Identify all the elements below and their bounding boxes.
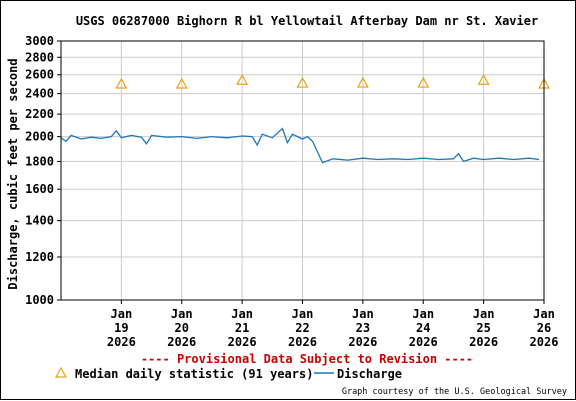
x-tick-label: 24: [416, 321, 430, 335]
plot-area-border: [60, 40, 545, 301]
x-tick-label: 2026: [167, 335, 196, 349]
legend-median-label: Median daily statistic (91 years): [75, 367, 313, 381]
x-tick-label: Jan: [352, 307, 374, 321]
x-tick-labels: Jan192026Jan202026Jan212026Jan222026Jan2…: [107, 300, 559, 349]
discharge-series-line: [60, 127, 540, 164]
x-tick-label: Jan: [292, 307, 314, 321]
legend-median-marker-icon: [54, 366, 68, 378]
chart-title: USGS 06287000 Bighorn R bl Yellowtail Af…: [76, 14, 538, 28]
y-axis-label: Discharge, cubic feet per second: [6, 58, 20, 289]
y-tick-label: 2600: [25, 68, 54, 82]
y-tick-label: 1800: [25, 154, 54, 168]
credit-text: Graph courtesy of the U.S. Geological Su…: [342, 387, 567, 397]
x-tick-label: 2026: [228, 335, 257, 349]
x-tick-label: Jan: [171, 307, 193, 321]
y-tick-label: 3000: [25, 34, 54, 48]
y-tick-label: 2800: [25, 50, 54, 64]
x-tick-label: Jan: [473, 307, 495, 321]
x-tick-label: Jan: [111, 307, 133, 321]
x-tick-label: 21: [235, 321, 249, 335]
median-marker: [417, 76, 430, 88]
x-tick-label: Jan: [533, 307, 555, 321]
x-tick-label: 2026: [469, 335, 498, 349]
median-marker: [296, 76, 309, 88]
median-marker: [115, 77, 128, 89]
y-tick-label: 2200: [25, 107, 54, 121]
median-marker: [236, 74, 249, 85]
y-tick-label: 1200: [25, 250, 54, 264]
x-tick-label: 19: [114, 321, 128, 335]
x-tick-label: 23: [356, 321, 370, 335]
y-tick-labels: 1000 1200 1400 1600 1800 2000 2200 2400 2600 2800…: [25, 34, 61, 307]
series-layer: [60, 74, 551, 164]
grid-lines: [61, 40, 545, 301]
x-tick-label: 2026: [107, 335, 136, 349]
y-tick-label: 1400: [25, 214, 54, 228]
x-tick-label: 26: [537, 321, 551, 335]
median-marker: [356, 76, 369, 88]
x-tick-label: 2026: [409, 335, 438, 349]
y-tick-label: 1600: [25, 182, 54, 196]
x-tick-label: 25: [476, 321, 490, 335]
legend: Median daily statistic (91 years) Discha…: [54, 366, 402, 381]
y-tick-label: 1000: [25, 293, 54, 307]
provisional-notice: ---- Provisional Data Subject to Revisio…: [141, 352, 473, 366]
x-tick-label: 2026: [288, 335, 317, 349]
median-marker: [175, 77, 188, 89]
median-marker: [477, 74, 490, 85]
x-tick-label: 2026: [348, 335, 377, 349]
x-tick-label: 2026: [530, 335, 559, 349]
y-tick-label: 2000: [25, 130, 54, 144]
x-tick-label: 22: [295, 321, 309, 335]
legend-discharge-label: Discharge: [337, 367, 402, 381]
y-tick-label: 2400: [25, 87, 54, 101]
x-tick-label: Jan: [412, 307, 434, 321]
x-tick-label: Jan: [231, 307, 253, 321]
x-tick-label: 20: [175, 321, 189, 335]
